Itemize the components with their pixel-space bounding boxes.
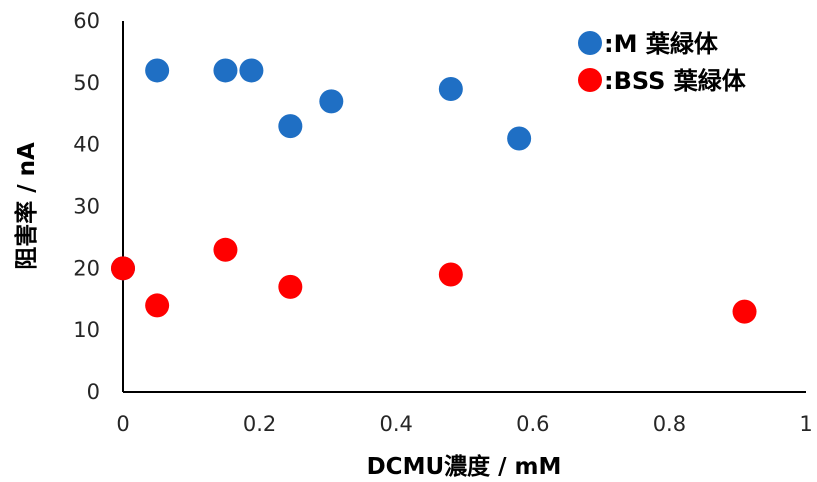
data-point-bss xyxy=(145,293,170,318)
legend-label: :M 葉緑体 xyxy=(604,30,719,58)
x-tick-label: 1 xyxy=(799,412,812,436)
x-tick-label: 0 xyxy=(116,412,129,436)
legend-marker xyxy=(578,31,602,55)
data-point-bss xyxy=(213,237,238,262)
data-point-bss xyxy=(732,299,757,324)
legend-marker xyxy=(578,68,602,92)
data-point-m xyxy=(213,58,238,83)
y-tick-label: 30 xyxy=(73,195,100,219)
y-tick-labels: 0 10 20 30 40 50 60 xyxy=(73,9,100,404)
y-tick-label: 60 xyxy=(73,9,100,33)
data-point-bss xyxy=(438,262,463,287)
legend: :M 葉緑体 :BSS 葉緑体 xyxy=(578,30,747,95)
data-point-bss xyxy=(111,256,135,281)
y-tick-label: 40 xyxy=(73,133,100,157)
y-tick-label: 50 xyxy=(73,71,100,95)
data-point-m xyxy=(507,126,532,151)
x-tick-label: 0.4 xyxy=(379,412,412,436)
data-point-m xyxy=(438,77,463,102)
y-tick-label: 0 xyxy=(87,380,100,404)
y-axis-title: 阻害率 / nA xyxy=(13,142,40,270)
data-point-m xyxy=(145,58,170,83)
legend-label: :BSS 葉緑体 xyxy=(604,67,747,95)
data-point-m xyxy=(239,58,264,83)
y-tick-label: 20 xyxy=(73,256,100,280)
data-points xyxy=(111,58,757,324)
data-point-bss xyxy=(278,274,303,299)
data-point-m xyxy=(319,89,344,114)
x-tick-label: 0.6 xyxy=(516,412,549,436)
data-point-m xyxy=(278,114,303,139)
y-tick-label: 10 xyxy=(73,318,100,342)
x-tick-label: 0.8 xyxy=(653,412,686,436)
x-tick-label: 0.2 xyxy=(243,412,276,436)
x-axis-title: DCMU濃度 / mM xyxy=(367,453,562,480)
x-tick-labels: 0 0.2 0.4 0.6 0.8 1 xyxy=(116,412,812,436)
